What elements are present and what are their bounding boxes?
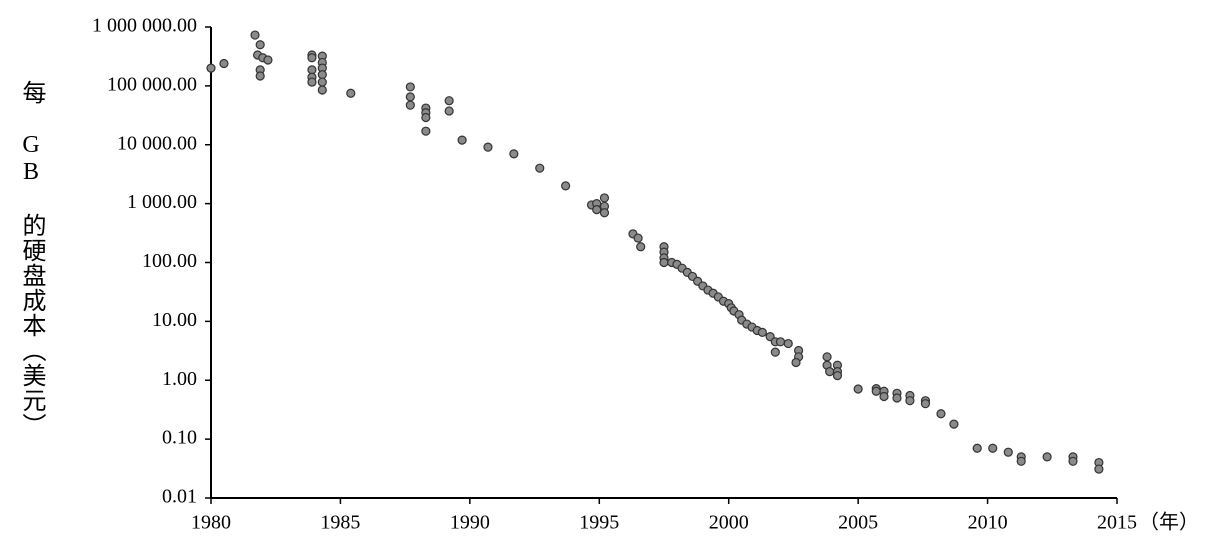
x-tick-label: 1995	[579, 512, 619, 534]
data-point	[346, 88, 356, 98]
x-axis-label: （年）	[1139, 511, 1199, 534]
data-point	[783, 338, 793, 349]
data-point	[949, 419, 959, 429]
y-tick-label: 1 000.00	[127, 191, 197, 213]
x-tick-label: 2005	[838, 512, 878, 534]
data-point	[633, 233, 643, 243]
data-point	[1042, 452, 1052, 462]
data-point	[775, 337, 786, 347]
data-point	[825, 367, 835, 377]
y-tick-label: 1.00	[162, 368, 197, 390]
data-point	[561, 181, 571, 191]
data-point	[1016, 456, 1026, 466]
x-tick-label: 2015	[1097, 512, 1137, 534]
data-point	[535, 163, 545, 173]
data-point	[757, 327, 767, 337]
data-point	[988, 443, 998, 453]
data-point	[421, 112, 431, 123]
data-point	[592, 205, 602, 215]
y-tick-label: 10.00	[152, 309, 197, 331]
x-tick-label: 2000	[709, 512, 749, 534]
data-point	[206, 63, 216, 73]
x-tick-label: 1980	[191, 512, 231, 534]
data-point	[317, 85, 327, 95]
y-tick-label: 100 000.00	[107, 73, 197, 95]
data-point	[770, 347, 780, 357]
data-point	[920, 399, 931, 409]
y-tick-label: 10 000.00	[117, 132, 197, 154]
data-point	[263, 55, 273, 65]
data-point	[905, 396, 915, 406]
y-tick-label: 0.01	[162, 486, 197, 508]
data-point	[250, 30, 260, 40]
x-tick-label: 1990	[450, 512, 490, 534]
y-tick-label: 0.10	[162, 427, 197, 449]
data-point	[659, 257, 669, 268]
data-point	[219, 58, 229, 69]
data-point	[307, 77, 317, 87]
data-point	[879, 391, 889, 402]
x-tick-label: 2010	[968, 512, 1008, 534]
data-point	[599, 193, 610, 203]
data-point	[832, 370, 843, 381]
data-point	[317, 70, 327, 80]
data-point	[1068, 456, 1078, 466]
y-tick-label: 100.00	[142, 250, 197, 272]
data-point	[853, 384, 863, 394]
y-tick-label: 1 000 000.00	[92, 15, 197, 37]
data-point	[444, 96, 454, 106]
data-point	[1094, 464, 1104, 474]
data-point	[421, 126, 431, 136]
data-point	[307, 65, 317, 75]
data-point	[871, 386, 881, 396]
data-point	[444, 106, 454, 116]
data-point	[972, 443, 982, 453]
x-tick-label: 1985	[320, 512, 360, 534]
data-point	[599, 208, 610, 218]
data-point	[405, 82, 415, 92]
data-point	[936, 409, 946, 419]
data-point	[405, 100, 415, 110]
data-point	[483, 142, 493, 152]
data-point	[509, 149, 519, 159]
data-point	[636, 242, 646, 252]
data-point	[457, 135, 467, 145]
y-axis-label: 每 GB 的硬盘成本（美元）	[18, 80, 44, 438]
data-point	[317, 77, 327, 87]
data-point	[307, 53, 317, 63]
data-point	[255, 71, 265, 81]
data-point	[255, 40, 265, 50]
data-point	[1003, 447, 1013, 457]
data-point	[892, 393, 902, 403]
data-point	[791, 357, 801, 368]
data-point	[822, 352, 832, 362]
data-point	[405, 92, 415, 102]
